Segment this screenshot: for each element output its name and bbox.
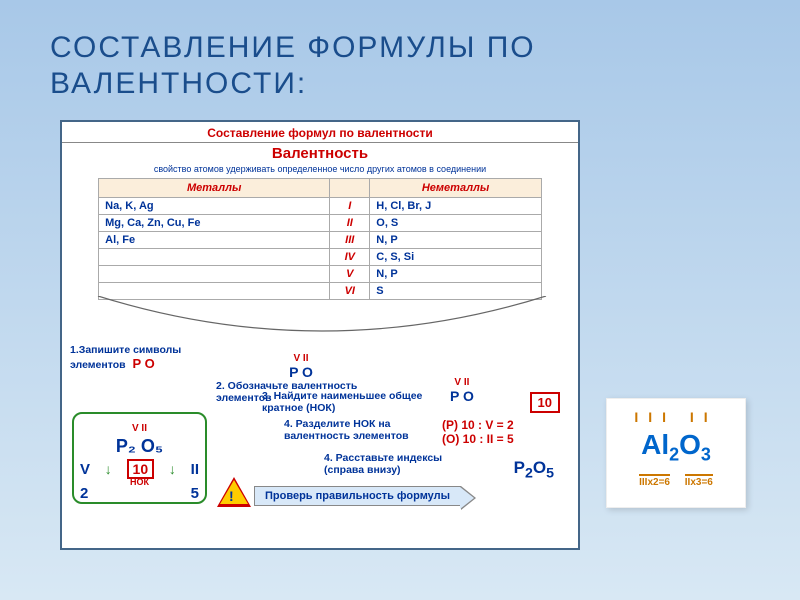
table-row: Mg, Ca, Zn, Cu, FeIIO, S <box>99 215 542 232</box>
table-row: VIS <box>99 283 542 300</box>
lcm-formula: P₂ O₅ <box>116 436 163 456</box>
side-formula-box: III II Al2O3 IIIx2=6 IIx3=6 <box>606 398 746 508</box>
col-nonmetals: Неметаллы <box>370 179 542 198</box>
slide-title: СОСТАВЛЕНИЕ ФОРМУЛЫ ПО ВАЛЕНТНОСТИ: <box>50 30 750 102</box>
table-row: Al, FeIIIN, P <box>99 232 542 249</box>
valency-word: Валентность <box>62 143 578 164</box>
table-row: VN, P <box>99 266 542 283</box>
step-5: 4. Расставьте индексы (справа внизу) <box>324 452 484 476</box>
step-5-formula: P2O5 <box>514 458 554 481</box>
table-row: IVC, S, Si <box>99 249 542 266</box>
lcm-box: V II P₂ O₅ V ↓ 10 ↓ II НОК 2 5 <box>72 412 207 504</box>
valency-subtitle: свойство атомов удерживать определенное … <box>62 164 578 178</box>
main-panel: Составление формул по валентности Валент… <box>60 120 580 550</box>
side-formula: Al2O3 <box>617 429 735 466</box>
col-roman <box>330 179 370 198</box>
step-3-box: 10 <box>530 392 560 413</box>
side-romans: III II <box>617 409 735 425</box>
step-3: 3. Найдите наименьшее общее кратное (НОК… <box>262 390 462 414</box>
side-equations: IIIx2=6 IIx3=6 <box>617 474 735 488</box>
valency-table: Металлы Неметаллы Na, K, AgIH, Cl, Br, J… <box>98 178 542 300</box>
slide: СОСТАВЛЕНИЕ ФОРМУЛЫ ПО ВАЛЕНТНОСТИ: Сост… <box>0 0 800 600</box>
warning-mark: ! <box>229 488 234 504</box>
warning-triangle-icon <box>220 480 248 504</box>
title-line-1: СОСТАВЛЕНИЕ ФОРМУЛЫ ПО <box>50 31 536 64</box>
arrow-down-icon: ↓ <box>105 461 112 477</box>
panel-header: Составление формул по валентности <box>62 122 578 143</box>
step-1: 1.Запишите символы элементов P O <box>70 344 210 371</box>
title-line-2: ВАЛЕНТНОСТИ: <box>50 67 307 100</box>
step-4-calc: (P) 10 : V = 2 (O) 10 : II = 5 <box>442 418 562 446</box>
step-4: 4. Разделите НОК на валентность элементо… <box>284 418 444 442</box>
check-arrow: Проверь правильность формулы <box>254 486 461 506</box>
arrow-down-icon: ↓ <box>169 461 176 477</box>
table-row: Na, K, AgIH, Cl, Br, J <box>99 198 542 215</box>
step-3-formula: V II P O <box>450 376 474 404</box>
col-metals: Металлы <box>99 179 330 198</box>
